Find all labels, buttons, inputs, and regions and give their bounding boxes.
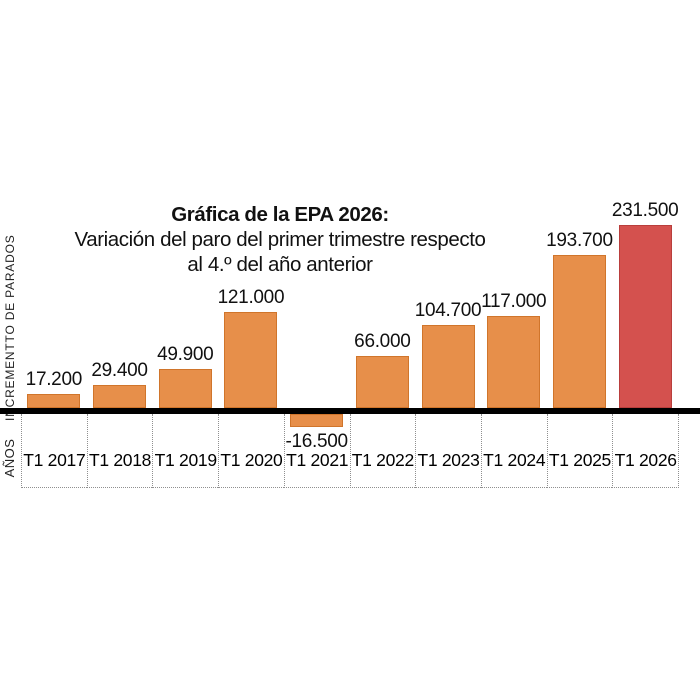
bar-value-label: 231.500 bbox=[611, 200, 679, 221]
x-tick-label: T1 2019 bbox=[154, 450, 217, 470]
x-tick-cell: T1 2022 bbox=[349, 414, 416, 488]
x-tick-label: T1 2024 bbox=[483, 450, 546, 470]
x-tick-label: T1 2021 bbox=[286, 450, 349, 470]
chart-title: Gráfica de la EPA 2026: bbox=[171, 203, 389, 226]
x-tick-cell: T1 2024 bbox=[480, 414, 547, 488]
x-axis-baseline bbox=[0, 408, 700, 414]
chart-subtitle-line1: Variación del paro del primer trimestre … bbox=[74, 228, 486, 251]
x-tick-label: T1 2018 bbox=[88, 450, 152, 470]
bar bbox=[158, 369, 212, 408]
x-tick-label: T1 2022 bbox=[351, 450, 414, 470]
x-tick-cell: T1 2026 bbox=[612, 414, 679, 488]
bar-value-label: 49.900 bbox=[157, 344, 214, 365]
x-axis-label: AÑOS bbox=[2, 438, 17, 478]
x-tick-cell: T1 2020 bbox=[218, 414, 284, 488]
x-tick-label: T1 2017 bbox=[23, 450, 86, 470]
x-tick-label: T1 2026 bbox=[614, 450, 677, 470]
bar bbox=[93, 385, 147, 408]
x-tick-label: T1 2020 bbox=[220, 450, 283, 470]
x-tick-label: T1 2025 bbox=[548, 450, 611, 470]
bar-value-label: 104.700 bbox=[414, 300, 482, 321]
bar bbox=[27, 394, 81, 408]
bar-value-label: 29.400 bbox=[91, 360, 148, 381]
bar-value-label: 193.700 bbox=[546, 230, 613, 251]
x-tick-cell: T1 2018 bbox=[86, 414, 153, 488]
bar-value-label: 17.200 bbox=[25, 369, 83, 390]
y-axis-label: INCREMENTTO DE PARADOS bbox=[3, 234, 17, 421]
bar bbox=[421, 325, 475, 408]
chart-subtitle-line2: al 4.º del año anterior bbox=[187, 253, 373, 276]
x-tick-cell: T1 2017 bbox=[21, 414, 87, 488]
chart-title-block: Gráfica de la EPA 2026: Variación del pa… bbox=[60, 202, 500, 277]
bar bbox=[290, 414, 344, 427]
bar bbox=[487, 316, 541, 408]
bar-value-label: 66.000 bbox=[354, 331, 411, 352]
bar-highlight bbox=[618, 225, 672, 408]
x-tick-cell: T1 2023 bbox=[415, 414, 481, 488]
bar bbox=[355, 356, 409, 408]
x-tick-cell: T1 2021 bbox=[283, 414, 350, 488]
bar bbox=[552, 255, 606, 408]
x-tick-cell: T1 2019 bbox=[152, 414, 219, 488]
bar-value-label: 117.000 bbox=[481, 291, 547, 312]
x-tick-cell: T1 2025 bbox=[546, 414, 613, 488]
bar-value-label: -16.500 bbox=[285, 431, 348, 452]
bar-value-label: 121.000 bbox=[217, 287, 285, 308]
bar bbox=[224, 312, 278, 408]
x-tick-label: T1 2023 bbox=[417, 450, 480, 470]
